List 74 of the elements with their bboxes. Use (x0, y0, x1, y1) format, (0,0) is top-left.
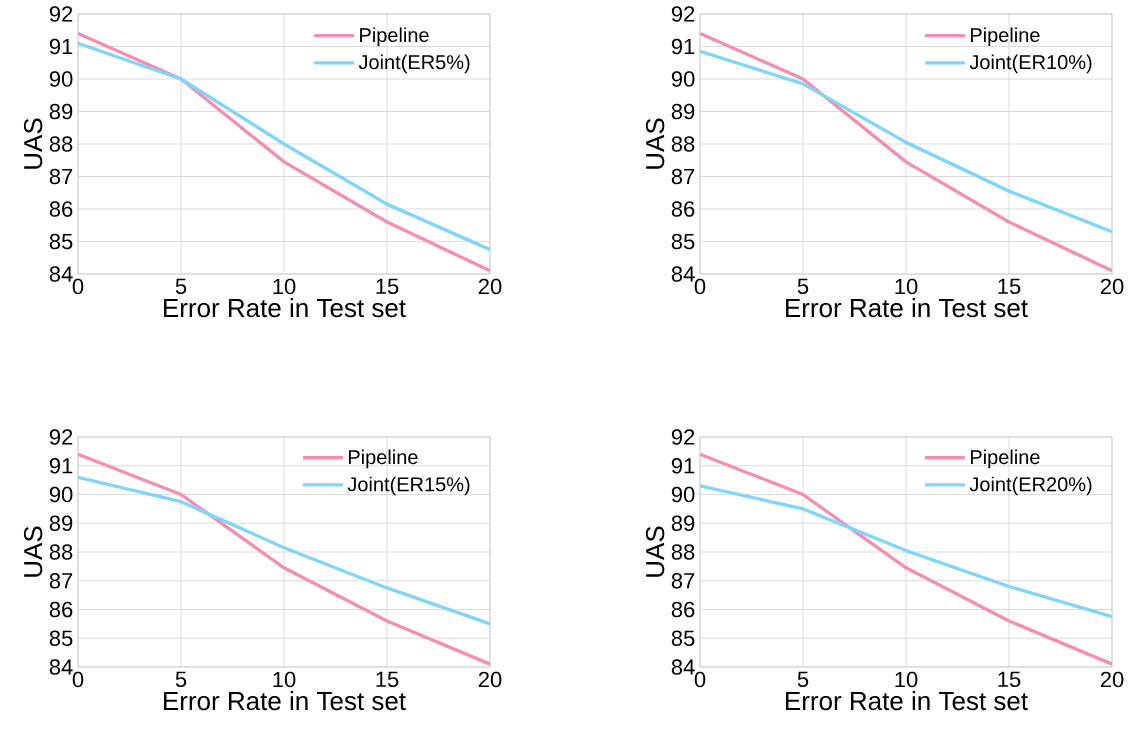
y-axis-title: UAS (645, 526, 665, 577)
y-tick-label: 84 (671, 266, 695, 282)
x-tick-label: 5 (797, 278, 809, 295)
y-tick-label: 91 (49, 38, 73, 55)
y-axis-title: UAS (23, 526, 43, 577)
y-tick-label: 88 (671, 544, 695, 560)
y-tick-label: 86 (671, 201, 695, 217)
y-tick-label: 89 (49, 103, 73, 120)
legend-label: Pipeline (348, 449, 418, 469)
x-axis-title: Error Rate in Test set (164, 298, 406, 318)
y-tick-label: 84 (671, 659, 695, 675)
legend-label: Pipeline (970, 27, 1040, 47)
x-tick-label: 20 (478, 671, 502, 688)
y-tick-label: 92 (49, 429, 73, 445)
y-tick-label: 87 (49, 572, 73, 589)
legend-label: Pipeline (970, 449, 1040, 469)
legend-label: Joint(ER5%) (358, 54, 470, 74)
y-tick-label: 91 (49, 457, 73, 474)
y-tick-label: 88 (49, 136, 73, 152)
y-tick-label: 88 (49, 544, 73, 560)
y-tick-label: 92 (671, 6, 695, 22)
y-tick-label: 90 (49, 486, 73, 503)
x-axis-title: Error Rate in Test set (164, 691, 406, 711)
legend-label: Joint(ER15%) (347, 476, 470, 496)
x-tick-label: 15 (376, 278, 399, 295)
x-tick-label: 5 (797, 671, 809, 688)
x-tick-label: 20 (1100, 671, 1124, 688)
x-tick-label: 10 (273, 278, 296, 295)
y-axis-title: UAS (645, 118, 665, 169)
y-tick-label: 92 (671, 429, 695, 445)
y-tick-label: 87 (49, 168, 73, 185)
y-tick-label: 85 (49, 630, 73, 647)
y-tick-label: 86 (671, 601, 695, 618)
y-tick-label: 87 (671, 572, 695, 589)
y-tick-label: 85 (671, 630, 695, 647)
y-tick-label: 85 (671, 233, 695, 250)
y-tick-label: 89 (671, 515, 695, 532)
y-tick-label: 85 (49, 233, 73, 250)
x-tick-label: 15 (998, 278, 1021, 295)
y-tick-label: 86 (49, 201, 73, 217)
x-tick-label: 0 (694, 278, 706, 295)
x-axis-title: Error Rate in Test set (786, 298, 1028, 318)
legend-label: Joint(ER20%) (969, 476, 1092, 496)
x-tick-label: 20 (478, 278, 502, 295)
y-tick-label: 84 (49, 659, 73, 675)
x-tick-label: 10 (273, 671, 296, 688)
y-tick-label: 89 (671, 103, 695, 120)
x-tick-label: 0 (72, 671, 84, 688)
x-axis-title: Error Rate in Test set (786, 691, 1028, 711)
y-tick-label: 90 (49, 71, 73, 87)
y-tick-label: 92 (49, 6, 73, 22)
y-tick-label: 89 (49, 515, 73, 532)
y-tick-label: 90 (671, 486, 695, 503)
y-tick-label: 90 (671, 71, 695, 87)
x-tick-label: 0 (72, 278, 84, 295)
y-tick-label: 91 (671, 457, 695, 474)
x-tick-label: 0 (694, 671, 706, 688)
x-tick-label: 20 (1100, 278, 1124, 295)
line-series (78, 475, 491, 626)
x-tick-label: 10 (895, 671, 918, 688)
x-tick-label: 15 (998, 671, 1021, 688)
y-tick-label: 84 (49, 266, 73, 282)
x-tick-label: 10 (895, 278, 918, 295)
y-tick-label: 87 (671, 168, 695, 185)
legend-label: Joint(ER10%) (969, 54, 1092, 74)
x-tick-label: 15 (376, 671, 399, 688)
legend-label: Pipeline (360, 27, 429, 47)
y-tick-label: 86 (49, 601, 73, 618)
line-series (700, 49, 1113, 234)
y-tick-label: 91 (671, 38, 695, 55)
y-tick-label: 88 (671, 136, 695, 152)
x-tick-label: 5 (175, 671, 187, 688)
x-tick-label: 5 (175, 278, 187, 295)
y-axis-title: UAS (23, 118, 43, 169)
